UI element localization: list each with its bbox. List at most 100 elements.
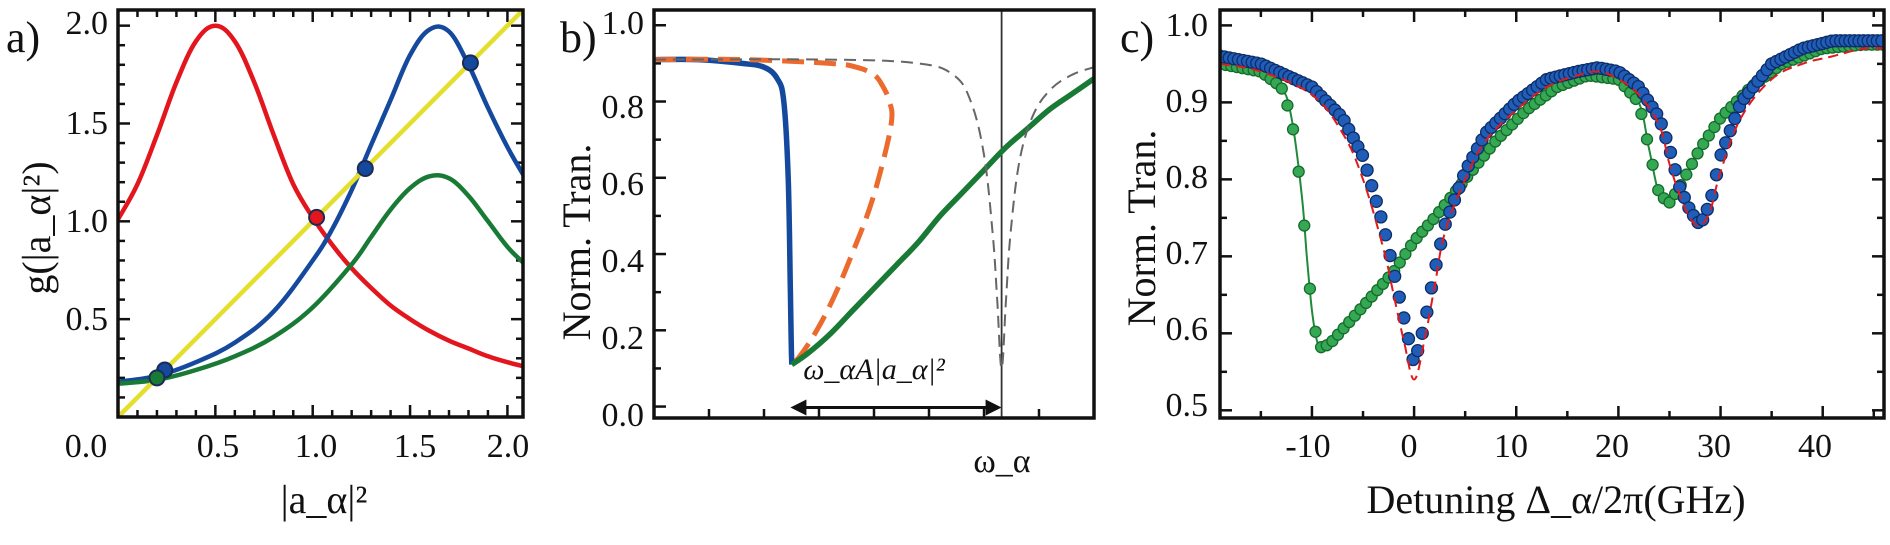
x-tick-label: 0.0: [65, 428, 108, 465]
panel-a-chart: a) 2.0 1.5 1.0 0.5 0.0 0.5 1.0 1.5 2.0 |…: [6, 5, 529, 522]
panel-b-chart: b) 1.0 0.8 0.6 0.4 0.2 0.0 Norm. Tran. ω…: [554, 5, 1096, 480]
green-data-point: [1646, 158, 1659, 171]
x-tick-label: 1.0: [295, 428, 338, 465]
panel-c-y-tick-labels: 1.0 0.9 0.8 0.7 0.6 0.5: [1166, 7, 1209, 424]
x-tick-label: 30: [1697, 428, 1731, 465]
x-tick-label: 20: [1595, 428, 1629, 465]
green-data-point: [1691, 147, 1704, 160]
panel-a-x-tick-labels: 0.0 0.5 1.0 1.5 2.0: [65, 428, 530, 465]
x-tick-label: 2.0: [487, 428, 530, 465]
gray-transmission-curve: [654, 58, 1094, 370]
y-tick-label: 0.8: [602, 89, 645, 126]
y-tick-label: 1.5: [66, 105, 109, 142]
green-data-point: [1298, 219, 1311, 232]
intersection-marker: [461, 54, 479, 72]
y-tick-label: 0.4: [602, 243, 645, 280]
panel-c-frame: [1218, 8, 1886, 420]
x-tick-label: -10: [1285, 428, 1330, 465]
blue-data-point: [1420, 305, 1434, 319]
shift-annotation: ω_αA|a_α|²: [803, 353, 945, 386]
blue-data-point: [1401, 332, 1416, 346]
panel-a-x-axis-label: |a_α|²: [281, 477, 368, 522]
y-tick-label: 1.0: [602, 5, 645, 42]
blue-data-point: [1429, 258, 1443, 272]
blue-data-point: [1374, 210, 1388, 224]
blue-data-point: [1392, 290, 1406, 304]
panel-a-y-tick-labels: 2.0 1.5 1.0 0.5: [66, 5, 109, 338]
y-tick-label: 0.6: [1166, 311, 1209, 348]
panel-c-x-tick-labels: -10 0 10 20 30 40: [1285, 428, 1832, 465]
panel-c-chart: c) 1.0 0.9 0.8 0.7 0.6 0.5 -10 0 10 20 3…: [1119, 7, 1886, 522]
blue-data-point: [1668, 163, 1682, 177]
blue-data-point: [1723, 124, 1737, 138]
y-tick-label: 1.0: [1166, 7, 1209, 44]
green-data-point: [1663, 196, 1676, 209]
intersection-marker: [308, 208, 326, 226]
blue-data-point: [1383, 248, 1397, 263]
y-tick-label: 0.5: [66, 301, 109, 338]
blue-data-point: [1434, 237, 1448, 251]
green-data-point: [1702, 129, 1715, 142]
red-fit-curve: [1220, 46, 1884, 381]
green-data-point: [1685, 157, 1699, 171]
y-tick-label: 0.0: [602, 397, 645, 434]
green-data-point: [1393, 256, 1406, 269]
blue-data-point: [1388, 269, 1402, 284]
y-tick-label: 1.0: [66, 203, 109, 240]
panel-b-frame: [652, 8, 1096, 420]
panel-b-label: b): [560, 13, 597, 62]
x-tick-label: 40: [1798, 428, 1832, 465]
red-curve: [118, 23, 523, 369]
y-tick-label: 0.8: [1166, 159, 1209, 196]
green-data-point: [1286, 123, 1300, 136]
intersection-marker: [148, 369, 166, 387]
panel-a-frame: [116, 8, 525, 419]
green-curve: [118, 173, 523, 386]
x-tick-label: 10: [1494, 428, 1528, 465]
green-data-point: [1635, 107, 1648, 121]
blue-data-point: [1411, 343, 1425, 358]
panel-a-label: a): [6, 13, 40, 62]
omega-alpha-tick-label: ω_α: [973, 443, 1030, 480]
y-tick-label: 0.7: [1166, 235, 1209, 272]
green-data-point: [1640, 133, 1654, 146]
blue-data-point: [1875, 34, 1884, 48]
green-data-point: [1697, 137, 1710, 151]
green-transmission-curve: [790, 76, 1094, 367]
panel-a-y-axis-label: g(|a_α|²): [14, 161, 59, 294]
intersection-marker: [356, 159, 374, 177]
panel-b-y-tick-labels: 1.0 0.8 0.6 0.4 0.2 0.0: [602, 5, 645, 434]
x-tick-label: 0.5: [197, 428, 240, 465]
arrow-head-right: [985, 399, 1002, 416]
blue-data-point: [1728, 111, 1742, 126]
green-data-point: [1292, 165, 1305, 178]
green-data-point: [1708, 120, 1721, 134]
blue-data-point: [1355, 148, 1370, 162]
green-data-point: [1680, 168, 1693, 181]
y-tick-label: 0.6: [602, 166, 645, 203]
y-tick-label: 2.0: [66, 5, 109, 42]
panel-c-x-axis-label: Detuning Δ_α/2π(GHz): [1366, 477, 1745, 522]
panel-b-y-axis-label: Norm. Tran.: [554, 144, 599, 341]
x-tick-label: 1.5: [394, 428, 437, 465]
blue-curve: [118, 24, 523, 385]
x-tick-label: 0: [1401, 428, 1418, 465]
arrow-head-left: [790, 399, 807, 416]
orange-transmission-curve: [654, 56, 895, 367]
panel-c-y-axis-label: Norm. Tran.: [1119, 130, 1164, 327]
y-tick-label: 0.9: [1166, 83, 1209, 120]
blue-data-point: [1369, 194, 1383, 208]
blue-data-point: [1360, 163, 1374, 177]
green-data-point: [1281, 99, 1294, 112]
blue-data-point: [1663, 145, 1678, 160]
green-data-point: [1303, 282, 1317, 295]
green-data-point: [1399, 247, 1412, 261]
blue-transmission-curve: [654, 56, 795, 365]
green-data-point: [1275, 82, 1288, 95]
green-data-point: [1309, 325, 1322, 338]
y-tick-label: 0.2: [602, 320, 645, 357]
blue-data-point: [1378, 228, 1393, 242]
y-tick-label: 0.5: [1166, 387, 1209, 424]
blue-data-point: [1365, 179, 1379, 193]
